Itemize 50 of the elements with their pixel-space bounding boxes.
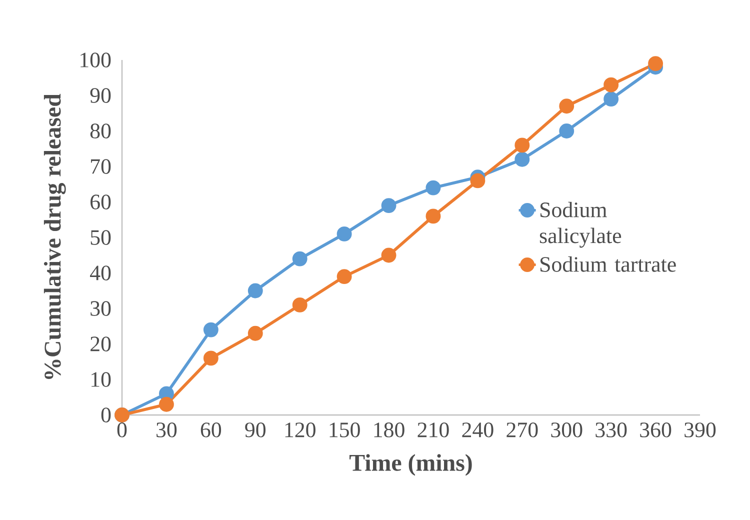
point — [426, 180, 441, 196]
x-tick-label: 60 — [200, 422, 222, 438]
y-tick-label: 80 — [90, 124, 111, 138]
legend-label: Sodium tartrate — [540, 256, 676, 272]
point — [470, 173, 486, 188]
point — [248, 326, 263, 341]
x-tick-label: 180 — [374, 422, 404, 438]
point — [514, 152, 530, 167]
point — [604, 92, 619, 107]
y-tick-label: 100 — [80, 52, 111, 68]
point — [336, 269, 352, 284]
y-tick-label: 30 — [90, 301, 111, 316]
y-axis-title: %Cumulative drug released — [44, 94, 66, 379]
point — [292, 251, 308, 266]
point — [158, 396, 174, 412]
y-tick-label: 60 — [90, 194, 111, 210]
legend-label: Sodium salicylate — [540, 202, 622, 248]
x-axis-title: Time (mins) — [350, 454, 472, 476]
point — [203, 322, 218, 338]
x-tick-label: 300 — [551, 422, 582, 438]
y-tick-label: 90 — [90, 88, 111, 103]
x-tick-label: 90 — [245, 422, 266, 438]
point — [203, 350, 218, 366]
y-tick-label: 0 — [101, 408, 111, 422]
point — [248, 283, 263, 298]
y-tick-label: 20 — [90, 336, 111, 352]
x-tick-label: 0 — [117, 422, 127, 438]
point — [292, 297, 308, 312]
x-tick-label: 240 — [462, 422, 494, 438]
point — [559, 98, 574, 114]
y-tick-label: 50 — [90, 230, 111, 245]
x-tick-label: 210 — [418, 422, 449, 438]
point — [426, 208, 441, 224]
point — [514, 138, 530, 153]
x-tick-label: 390 — [684, 422, 716, 438]
y-tick-label: 40 — [90, 266, 111, 280]
x-tick-label: 150 — [330, 422, 360, 438]
y-tick-label: 70 — [91, 159, 111, 174]
y-tick-label: 10 — [92, 372, 111, 387]
point — [648, 56, 664, 72]
point — [381, 198, 396, 214]
x-tick-label: 30 — [156, 422, 177, 438]
point — [381, 248, 396, 263]
x-tick-label: 270 — [506, 422, 538, 438]
x-tick-label: 330 — [596, 422, 627, 438]
x-tick-label: 360 — [640, 422, 672, 438]
x-tick-label: 120 — [285, 422, 316, 438]
point — [559, 124, 574, 138]
point — [604, 77, 619, 92]
point — [336, 226, 352, 242]
